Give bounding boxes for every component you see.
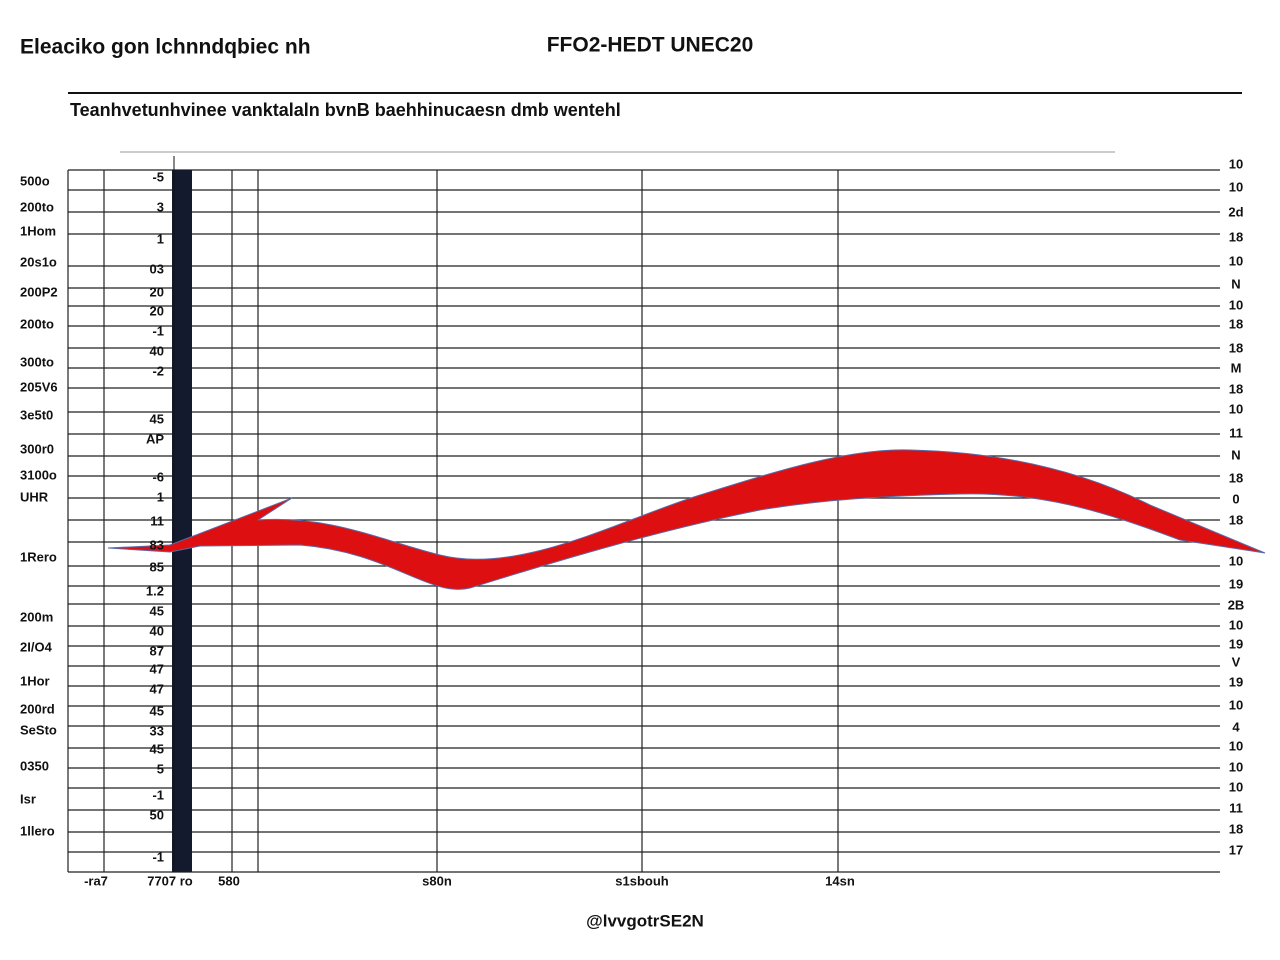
right-label: 18	[1229, 340, 1243, 355]
dark-bar	[172, 170, 192, 872]
right-label: 10	[1229, 759, 1243, 774]
inner-label: 1.2	[146, 583, 164, 598]
inner-label: 83	[150, 537, 164, 552]
right-label: 11	[1229, 425, 1243, 440]
right-label: 10	[1229, 156, 1243, 171]
left-label: 2I/O4	[20, 639, 53, 654]
left-label: 1Hor	[20, 673, 50, 688]
x-label: -ra7	[84, 873, 108, 888]
left-label: 205V6	[20, 379, 58, 394]
right-label: 10	[1229, 779, 1243, 794]
left-label: SeSto	[20, 722, 57, 737]
right-label: 11	[1229, 800, 1243, 815]
right-label: N	[1231, 447, 1240, 462]
header-left: Eleaciko gon lchnndqbiec nh	[20, 36, 311, 59]
right-label: 19	[1229, 674, 1243, 689]
inner-label: 20	[150, 284, 164, 299]
inner-label: 20	[150, 303, 164, 318]
inner-label: 87	[150, 643, 164, 658]
left-label: 1llero	[20, 823, 55, 838]
right-label: 10	[1229, 738, 1243, 753]
left-label: 300to	[20, 354, 54, 369]
inner-label: 3	[157, 199, 164, 214]
left-label: 1Hom	[20, 223, 56, 238]
right-label: 0	[1232, 491, 1239, 506]
left-label: UHR	[20, 489, 49, 504]
inner-label: 50	[150, 807, 164, 822]
right-label: 10	[1229, 553, 1243, 568]
subtitle: Teanhvetunhvinee vanktalaln bvnB baehhin…	[70, 100, 621, 120]
x-label: 14sn	[825, 873, 855, 888]
left-label: 200to	[20, 316, 54, 331]
left-label: 200to	[20, 199, 54, 214]
inner-label: -1	[152, 787, 164, 802]
left-label: 200rd	[20, 701, 55, 716]
x-label: 580	[218, 873, 240, 888]
inner-label: 45	[150, 411, 164, 426]
right-label: 18	[1229, 381, 1243, 396]
inner-label: 45	[150, 741, 164, 756]
right-label: 10	[1229, 179, 1243, 194]
inner-label: 45	[150, 603, 164, 618]
inner-label: 85	[150, 559, 164, 574]
right-label: 18	[1229, 229, 1243, 244]
inner-label: AP	[146, 431, 164, 446]
inner-label: 5	[157, 761, 164, 776]
right-label: 18	[1229, 316, 1243, 331]
right-label: M	[1231, 360, 1242, 375]
inner-label: 47	[150, 681, 164, 696]
inner-label: 11	[150, 513, 164, 528]
inner-label: 03	[150, 261, 164, 276]
right-label: N	[1231, 276, 1240, 291]
x-label: 7707 ro	[147, 873, 193, 888]
inner-label: 47	[150, 661, 164, 676]
right-label: 18	[1229, 470, 1243, 485]
left-label: 200P2	[20, 284, 58, 299]
left-label: 3e5t0	[20, 407, 53, 422]
right-label: 18	[1229, 821, 1243, 836]
right-label: 19	[1229, 576, 1243, 591]
x-label: s1sbouh	[615, 873, 669, 888]
right-label: V	[1232, 654, 1241, 669]
left-label: 1Rero	[20, 549, 57, 564]
inner-label: 45	[150, 703, 164, 718]
inner-label: 1	[157, 489, 164, 504]
right-label: 4	[1232, 719, 1240, 734]
inner-label: -5	[152, 169, 164, 184]
inner-label: -1	[152, 323, 164, 338]
red-band	[107, 449, 1266, 590]
right-label: 18	[1229, 512, 1243, 527]
x-label: s80n	[422, 873, 452, 888]
right-label: 17	[1229, 842, 1243, 857]
right-label: 10	[1229, 401, 1243, 416]
grid	[67, 169, 1220, 873]
inner-label: 33	[150, 723, 164, 738]
left-label: 500o	[20, 173, 50, 188]
inner-label: 40	[150, 623, 164, 638]
header-title: FFO2-HEDT UNEC20	[547, 34, 754, 57]
right-label: 10	[1229, 253, 1243, 268]
left-label: 3100o	[20, 467, 57, 482]
left-label: 0350	[20, 758, 49, 773]
right-label: 2d	[1228, 204, 1243, 219]
left-label: 300r0	[20, 441, 54, 456]
inner-label: -1	[152, 849, 164, 864]
right-label: 10	[1229, 297, 1243, 312]
left-label: 20s1o	[20, 254, 57, 269]
right-label: 10	[1229, 617, 1243, 632]
inner-label: -2	[152, 363, 164, 378]
inner-label: -6	[152, 469, 164, 484]
left-label: 200m	[20, 609, 53, 624]
right-label: 10	[1229, 697, 1243, 712]
inner-label: 1	[157, 231, 164, 246]
footer: @lvvgotrSE2N	[586, 911, 704, 930]
right-label: 2B	[1228, 597, 1245, 612]
inner-label: 40	[150, 343, 164, 358]
right-label: 19	[1229, 636, 1243, 651]
left-label: Isr	[20, 791, 36, 806]
